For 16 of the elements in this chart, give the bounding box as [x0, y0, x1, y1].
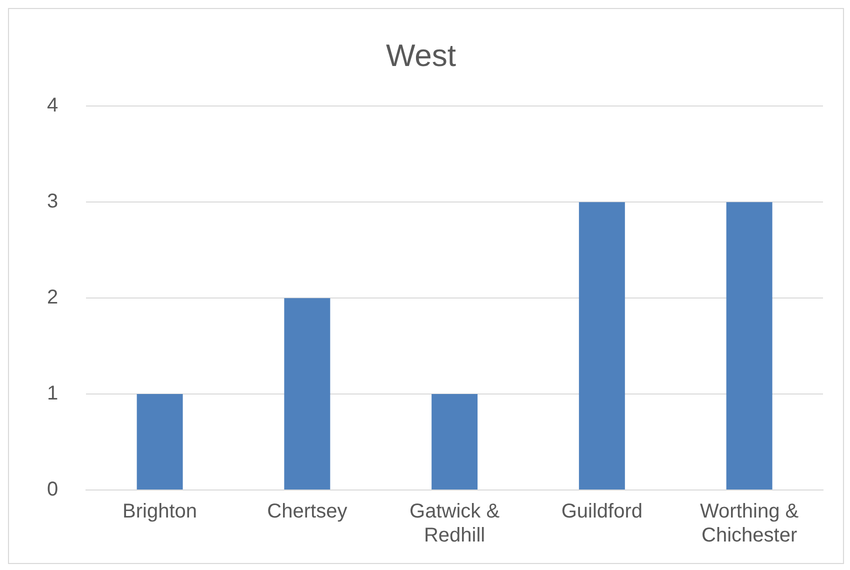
x-tick-label: Worthing & Chichester	[700, 500, 800, 547]
chart-title: West	[386, 38, 456, 74]
y-tick-label: 4	[47, 94, 58, 117]
x-tick-label: Guildford	[561, 500, 643, 523]
y-tick-label: 2	[47, 286, 58, 309]
y-tick-label: 0	[47, 478, 58, 501]
bar	[284, 298, 330, 490]
bar	[578, 202, 625, 490]
bar	[136, 394, 183, 490]
bar	[726, 202, 772, 490]
x-tick-label: Gatwick & Redhill	[410, 500, 500, 547]
bar	[432, 394, 478, 490]
y-tick-label: 3	[47, 190, 58, 213]
x-tick-label: Chertsey	[267, 500, 348, 523]
y-tick-label: 1	[47, 382, 58, 405]
x-tick-label: Brighton	[122, 500, 198, 523]
